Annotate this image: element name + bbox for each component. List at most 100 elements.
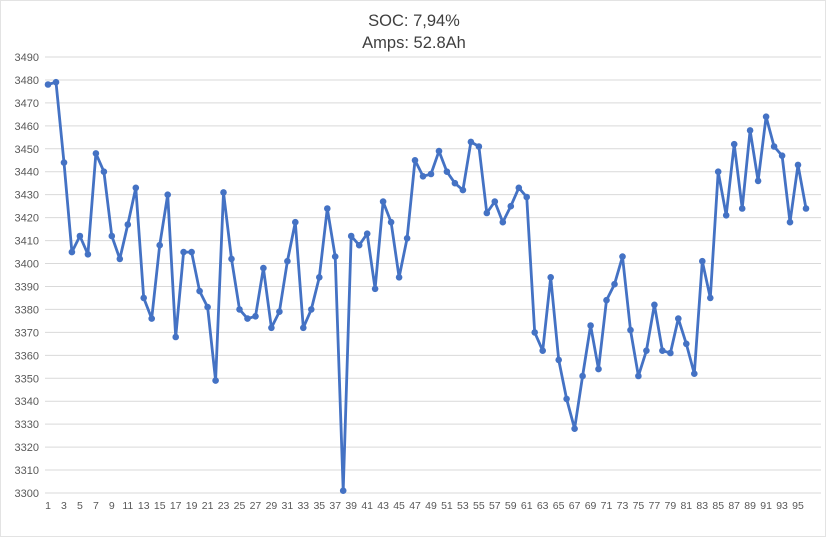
data-point-marker[interactable] <box>100 168 108 175</box>
data-point-marker[interactable] <box>659 347 666 355</box>
data-point-marker[interactable] <box>762 113 770 120</box>
data-point-marker[interactable] <box>172 333 179 341</box>
data-point-marker[interactable] <box>252 313 259 320</box>
data-point-marker[interactable] <box>611 280 618 288</box>
series-line[interactable] <box>46 80 808 493</box>
data-point-marker[interactable] <box>403 235 411 242</box>
data-point-marker[interactable] <box>387 218 395 226</box>
data-point-marker[interactable] <box>68 248 76 256</box>
data-point-marker[interactable] <box>371 285 379 293</box>
data-point-marker[interactable] <box>794 161 802 169</box>
data-point-marker[interactable] <box>132 184 140 192</box>
data-point-marker[interactable] <box>363 230 371 237</box>
data-point-marker[interactable] <box>595 365 602 373</box>
data-point-marker[interactable] <box>52 78 60 86</box>
data-point-marker[interactable] <box>228 255 235 263</box>
data-point-marker[interactable] <box>339 487 347 495</box>
series-group[interactable] <box>44 78 810 495</box>
data-point-marker[interactable] <box>523 193 530 201</box>
data-point-marker[interactable] <box>539 347 546 355</box>
data-point-marker[interactable] <box>667 349 674 357</box>
data-point-marker[interactable] <box>707 294 714 302</box>
data-point-marker[interactable] <box>683 340 690 348</box>
data-point-marker[interactable] <box>451 179 459 187</box>
data-point-marker[interactable] <box>44 81 52 88</box>
data-point-marker[interactable] <box>395 274 403 281</box>
data-point-marker[interactable] <box>212 377 219 384</box>
data-point-marker[interactable] <box>770 143 778 150</box>
data-point-marker[interactable] <box>379 198 387 205</box>
data-point-marker[interactable] <box>276 308 283 316</box>
data-point-marker[interactable] <box>603 296 610 304</box>
data-point-marker[interactable] <box>483 209 491 217</box>
data-point-marker[interactable] <box>244 315 251 322</box>
data-point-marker[interactable] <box>268 324 275 332</box>
data-point-marker[interactable] <box>691 370 698 378</box>
data-point-marker[interactable] <box>76 232 84 240</box>
data-point-marker[interactable] <box>92 150 100 157</box>
data-point-marker[interactable] <box>714 168 722 175</box>
data-point-marker[interactable] <box>531 329 538 336</box>
data-point-marker[interactable] <box>786 218 794 226</box>
data-point-marker[interactable] <box>802 205 810 212</box>
data-point-marker[interactable] <box>563 395 570 403</box>
data-point-marker[interactable] <box>491 198 499 205</box>
data-point-marker[interactable] <box>116 255 124 263</box>
data-point-marker[interactable] <box>60 159 68 166</box>
data-point-marker[interactable] <box>411 157 419 164</box>
data-point-marker[interactable] <box>499 218 507 226</box>
data-point-marker[interactable] <box>467 138 475 146</box>
data-point-marker[interactable] <box>722 212 730 219</box>
data-point-marker[interactable] <box>164 191 171 198</box>
data-point-marker[interactable] <box>738 205 746 212</box>
data-point-marker[interactable] <box>651 301 658 309</box>
data-point-marker[interactable] <box>180 248 187 256</box>
data-point-marker[interactable] <box>579 372 586 380</box>
data-point-marker[interactable] <box>547 274 554 281</box>
data-point-marker[interactable] <box>459 186 467 194</box>
data-point-marker[interactable] <box>148 315 155 322</box>
data-point-marker[interactable] <box>730 140 738 148</box>
data-point-marker[interactable] <box>220 189 227 196</box>
data-point-marker[interactable] <box>746 127 754 134</box>
data-point-marker[interactable] <box>308 306 315 313</box>
data-point-marker[interactable] <box>140 294 147 302</box>
data-point-marker[interactable] <box>571 425 578 433</box>
data-point-marker[interactable] <box>204 303 211 311</box>
data-point-marker[interactable] <box>292 218 299 226</box>
data-point-marker[interactable] <box>124 221 132 228</box>
data-point-marker[interactable] <box>587 322 594 329</box>
data-point-marker[interactable] <box>355 241 363 249</box>
data-point-marker[interactable] <box>435 147 443 155</box>
data-point-marker[interactable] <box>260 264 267 272</box>
data-point-marker[interactable] <box>627 326 634 334</box>
data-point-marker[interactable] <box>643 347 650 355</box>
data-point-marker[interactable] <box>619 253 626 260</box>
data-point-marker[interactable] <box>754 177 762 185</box>
chart-title-line-1[interactable]: SOC: 7,94% <box>368 12 460 30</box>
data-point-marker[interactable] <box>236 306 243 313</box>
data-point-marker[interactable] <box>635 372 642 380</box>
data-point-marker[interactable] <box>347 232 355 240</box>
data-point-marker[interactable] <box>778 152 786 159</box>
data-point-marker[interactable] <box>475 143 483 150</box>
data-point-marker[interactable] <box>507 202 515 210</box>
data-point-marker[interactable] <box>443 168 451 175</box>
data-point-marker[interactable] <box>284 257 291 265</box>
data-point-marker[interactable] <box>515 184 523 192</box>
data-point-marker[interactable] <box>108 232 116 240</box>
data-point-marker[interactable] <box>196 287 203 295</box>
data-point-marker[interactable] <box>699 257 706 265</box>
data-point-marker[interactable] <box>427 170 435 178</box>
chart-title-line-2[interactable]: Amps: 52.8Ah <box>362 34 466 52</box>
data-point-marker[interactable] <box>84 251 92 258</box>
data-point-marker[interactable] <box>419 173 427 180</box>
data-point-marker[interactable] <box>331 253 339 260</box>
data-point-marker[interactable] <box>316 274 323 281</box>
data-point-marker[interactable] <box>300 324 307 332</box>
data-point-marker[interactable] <box>188 248 195 256</box>
data-point-marker[interactable] <box>324 205 331 212</box>
data-point-marker[interactable] <box>555 356 562 364</box>
data-point-marker[interactable] <box>675 315 682 322</box>
data-point-marker[interactable] <box>156 241 163 249</box>
